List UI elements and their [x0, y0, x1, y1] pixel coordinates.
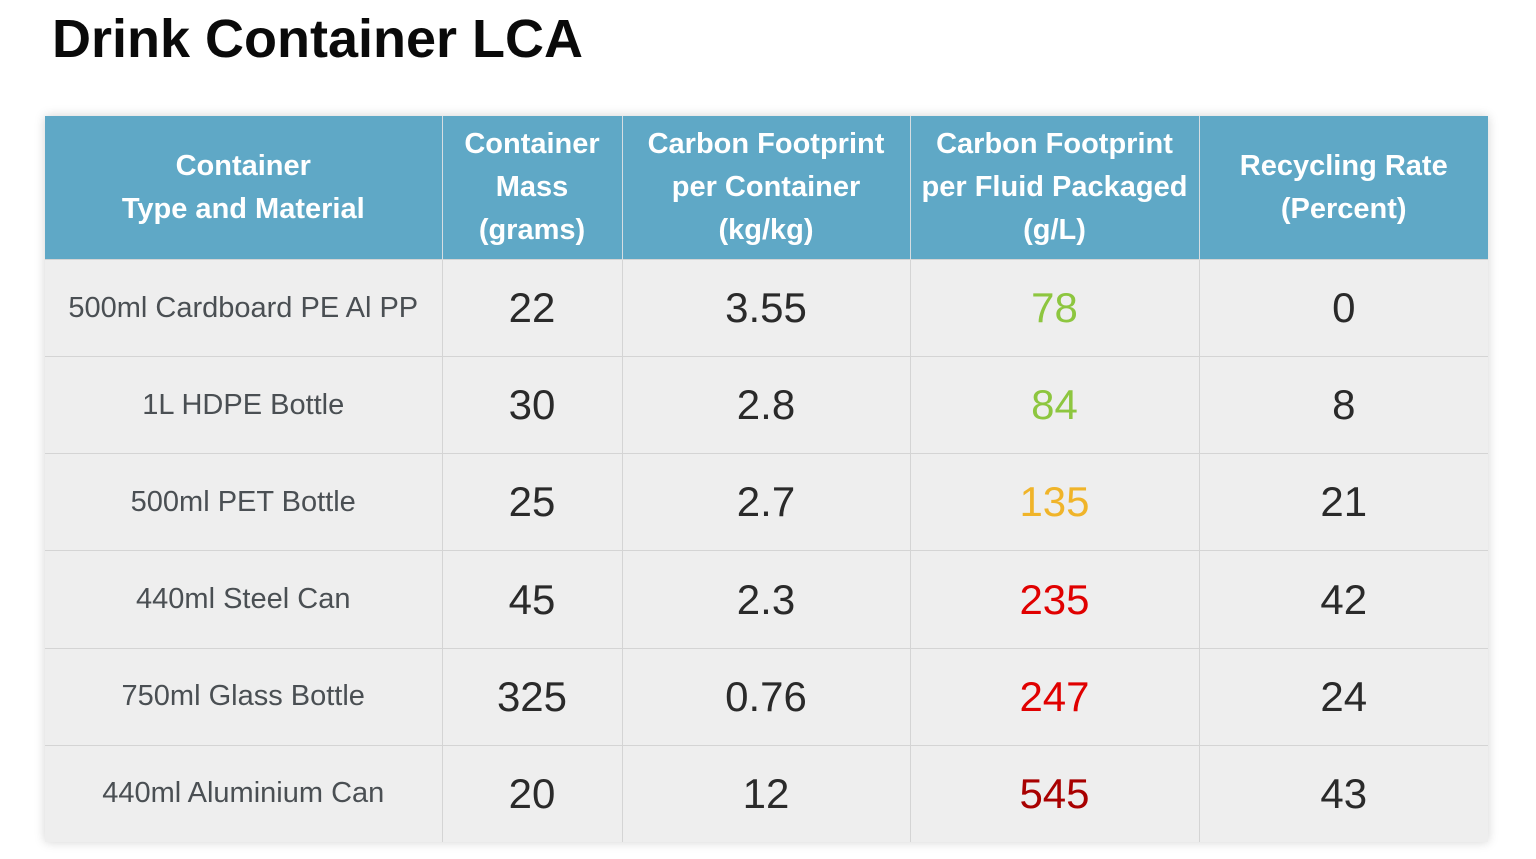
- recycling-rate-cell: 24: [1199, 647, 1488, 746]
- footprint-container-cell: 0.76: [622, 647, 911, 746]
- footprint-fluid-cell: 235: [910, 550, 1200, 649]
- header-footprint-per-fluid: Carbon Footprint per Fluid Packaged (g/L…: [910, 116, 1200, 260]
- footprint-container-cell: 2.7: [622, 453, 911, 551]
- container-name-cell: 750ml Glass Bottle: [45, 647, 443, 746]
- container-name-cell: 440ml Steel Can: [45, 550, 443, 649]
- header-footprint-per-container: Carbon Footprint per Container (kg/kg): [622, 116, 911, 260]
- footprint-container-cell: 2.8: [622, 356, 911, 454]
- footprint-container-cell: 12: [622, 744, 911, 842]
- mass-cell: 30: [442, 356, 623, 454]
- header-container-type: Container Type and Material: [45, 116, 443, 260]
- mass-cell: 20: [442, 744, 623, 842]
- container-name-cell: 500ml PET Bottle: [45, 453, 443, 551]
- header-container-mass: Container Mass (grams): [442, 116, 623, 260]
- lca-table-container: Container Type and Material Container Ma…: [45, 116, 1488, 842]
- table-body: 500ml Cardboard PE Al PP 22 3.55 78 0 1L…: [45, 258, 1488, 842]
- mass-cell: 25: [442, 453, 623, 551]
- footprint-fluid-cell: 135: [910, 453, 1200, 551]
- table-row: 440ml Aluminium Can 20 12 545 43: [45, 744, 1488, 842]
- table-row: 440ml Steel Can 45 2.3 235 42: [45, 550, 1488, 649]
- footprint-container-cell: 2.3: [622, 550, 911, 649]
- container-name-cell: 500ml Cardboard PE Al PP: [45, 258, 443, 357]
- table-row: 500ml PET Bottle 25 2.7 135 21: [45, 453, 1488, 551]
- recycling-rate-cell: 42: [1199, 550, 1488, 649]
- footprint-fluid-cell: 247: [910, 647, 1200, 746]
- footprint-fluid-cell: 84: [910, 356, 1200, 454]
- recycling-rate-cell: 8: [1199, 356, 1488, 454]
- page-title: Drink Container LCA: [52, 9, 584, 69]
- table-row: 500ml Cardboard PE Al PP 22 3.55 78 0: [45, 258, 1488, 357]
- mass-cell: 325: [442, 647, 623, 746]
- recycling-rate-cell: 21: [1199, 453, 1488, 551]
- header-recycling-rate: Recycling Rate (Percent): [1199, 116, 1488, 260]
- footprint-fluid-cell: 78: [910, 258, 1200, 357]
- table-row: 750ml Glass Bottle 325 0.76 247 24: [45, 647, 1488, 746]
- lca-table: Container Type and Material Container Ma…: [45, 116, 1488, 842]
- header-row: Container Type and Material Container Ma…: [45, 116, 1488, 260]
- container-name-cell: 440ml Aluminium Can: [45, 744, 443, 842]
- footprint-fluid-cell: 545: [910, 744, 1200, 842]
- table-row: 1L HDPE Bottle 30 2.8 84 8: [45, 356, 1488, 454]
- table-header: Container Type and Material Container Ma…: [45, 116, 1488, 260]
- mass-cell: 22: [442, 258, 623, 357]
- recycling-rate-cell: 43: [1199, 744, 1488, 842]
- mass-cell: 45: [442, 550, 623, 649]
- recycling-rate-cell: 0: [1199, 258, 1488, 357]
- footprint-container-cell: 3.55: [622, 258, 911, 357]
- container-name-cell: 1L HDPE Bottle: [45, 356, 443, 454]
